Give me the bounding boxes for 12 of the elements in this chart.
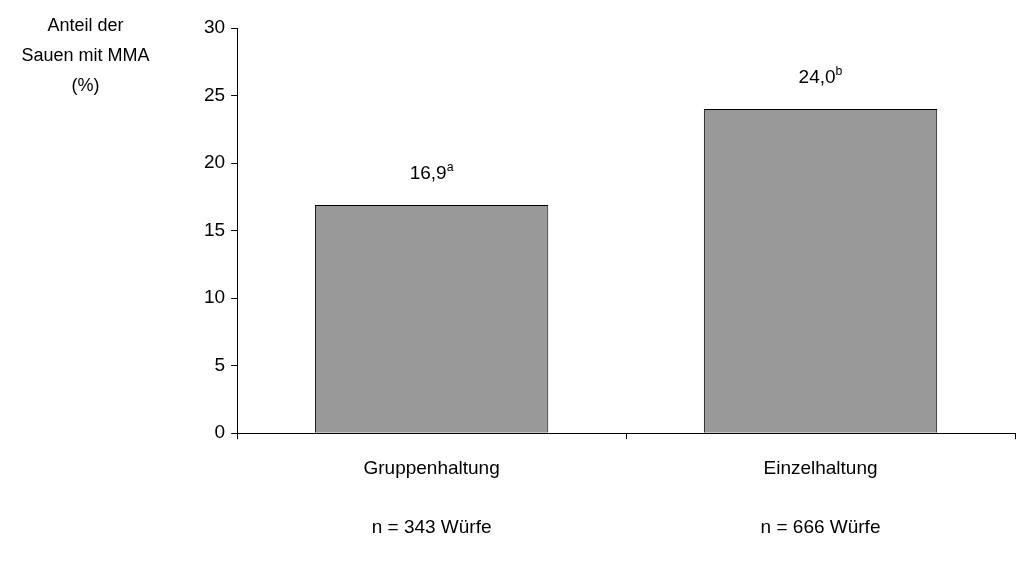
y-tick-label: 20: [203, 151, 226, 173]
y-tick-label: 0: [214, 421, 226, 443]
text: n = 666 Würfe: [760, 516, 881, 538]
text: n = 343 Würfe: [371, 516, 492, 538]
x-tick-label: Einzelhaltung: [763, 456, 878, 478]
y-tick-label: 15: [203, 218, 226, 240]
y-tick-label: 25: [203, 83, 226, 105]
y-tick-label: 30: [203, 16, 226, 38]
y-tick-label: 10: [203, 286, 226, 308]
x-tick-label: Gruppenhaltung: [363, 456, 500, 478]
y-tick-label: 5: [214, 353, 226, 375]
y-axis-title: Anteil der Sauen mit MMA (%): [20, 14, 151, 97]
